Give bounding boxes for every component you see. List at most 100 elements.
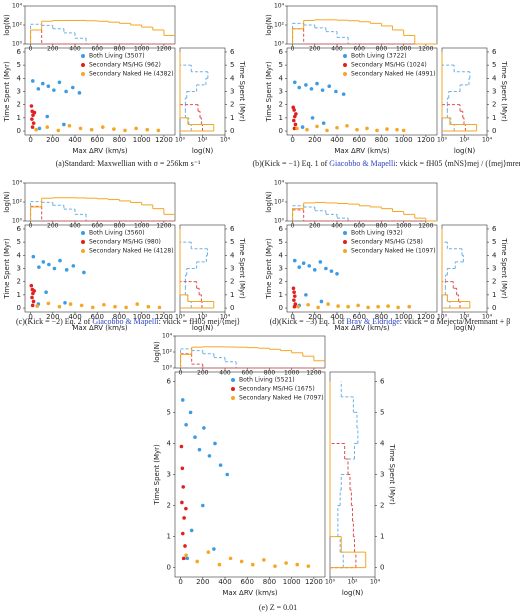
- scatter-point: [64, 268, 69, 272]
- y-tick-label: 6: [167, 377, 172, 385]
- scatter-point: [207, 454, 212, 458]
- scatter-point: [71, 264, 76, 268]
- scatter-point: [57, 80, 62, 85]
- scatter-point: [35, 304, 40, 308]
- scatter-point: [179, 444, 184, 449]
- scatter-point: [157, 305, 162, 310]
- y-axis-label: Time Spent (Myr): [3, 61, 11, 123]
- y-tick-label: 5: [17, 61, 21, 69]
- scatter-point: [225, 472, 230, 477]
- scatter-point: [356, 303, 360, 308]
- y-tick-label: 3: [167, 471, 171, 479]
- scatter-point: [189, 528, 194, 533]
- y-tick-label: 10⁰: [12, 218, 23, 225]
- x-axis-label: Max ΔRV (km/s): [334, 147, 390, 155]
- x-tick-label: 1200: [155, 313, 173, 321]
- scatter-point: [213, 441, 217, 446]
- y-tick-label: 0: [17, 304, 21, 312]
- top-x-tick-label: 1000: [396, 223, 411, 230]
- scatter-point: [250, 562, 255, 567]
- y-tick-label: 3: [380, 471, 384, 479]
- top-x-tick-label: 200: [309, 46, 321, 53]
- y-tick-label: 2: [380, 502, 384, 510]
- scatter-point: [30, 79, 35, 83]
- legend-label: Both Living (3560): [89, 230, 145, 237]
- legend-label: Secondary MS/HG (980): [89, 239, 161, 246]
- x-tick-label: 10²: [459, 137, 470, 144]
- y-tick-label: 3: [279, 265, 283, 273]
- legend-marker: [231, 378, 235, 382]
- y-tick-label: 1: [492, 291, 496, 299]
- scatter-point: [292, 108, 296, 112]
- scatter-point: [37, 126, 42, 131]
- scatter-point: [300, 125, 305, 129]
- x-tick-label: 0: [28, 136, 32, 144]
- x-tick-label: 10⁴: [370, 579, 381, 586]
- scatter-point: [319, 299, 324, 304]
- caption-part: Giacobbo & Mapelli: [329, 159, 396, 168]
- top-x-tick-label: 1200: [418, 46, 433, 53]
- caption-part: (d)(Kick = −3) Eq. 1 of: [270, 317, 347, 326]
- scatter-point: [45, 125, 50, 129]
- scatter-point: [293, 122, 298, 127]
- top-x-tick-label: 200: [47, 46, 59, 53]
- scatter-point: [325, 128, 329, 133]
- x-tick-label: 0: [290, 136, 294, 144]
- y-tick-label: 4: [167, 439, 172, 447]
- legend-label: Secondary MS/HG (1675): [239, 386, 315, 393]
- y-axis-label: Time Spent (Myr): [500, 237, 508, 299]
- top-x-tick-label: 600: [353, 46, 365, 53]
- y-tick-label: 4: [230, 74, 235, 82]
- legend-marker: [343, 240, 347, 244]
- top-x-tick-label: 400: [219, 370, 231, 377]
- y-axis-label: log(N): [153, 341, 161, 363]
- scatter-point: [123, 128, 127, 133]
- x-tick-label: 1200: [305, 578, 323, 586]
- scatter-point: [301, 261, 306, 266]
- scatter-point: [180, 398, 185, 402]
- top-x-tick-label: 400: [331, 46, 343, 53]
- legend-marker: [343, 54, 347, 58]
- scatter-point: [112, 127, 116, 131]
- scatter-point: [195, 559, 200, 564]
- x-tick-label: 200: [308, 136, 321, 144]
- scatter-point: [188, 410, 193, 415]
- y-tick-label: 1: [230, 291, 234, 299]
- top-x-tick-label: 1000: [284, 370, 299, 377]
- scatter-point: [297, 265, 302, 269]
- y-tick-label: 5: [492, 238, 496, 246]
- legend-label: Secondary MS/HG (962): [89, 62, 161, 69]
- panel: 0020020040040060060080080010001000120012…: [3, 180, 246, 333]
- scatter-point: [315, 124, 319, 129]
- x-axis-label: Max ΔRV (km/s): [72, 324, 128, 332]
- top-x-tick-label: 200: [47, 223, 59, 230]
- y-tick-label: 4: [492, 74, 497, 82]
- x-tick-label: 200: [46, 313, 59, 321]
- x-tick-label: 10⁰: [175, 137, 186, 144]
- scatter-point: [63, 300, 67, 305]
- x-axis-label: log(N): [192, 324, 214, 332]
- y-tick-label: 5: [279, 238, 283, 246]
- scatter-point: [329, 269, 334, 273]
- scatter-point: [180, 531, 185, 536]
- scatter-point: [385, 127, 389, 131]
- scatter-point: [273, 564, 277, 568]
- x-tick-label: 800: [113, 313, 126, 321]
- y-tick-label: 3: [279, 88, 283, 96]
- top-x-tick-label: 400: [69, 223, 81, 230]
- scatter-point: [395, 127, 399, 132]
- scatter-point: [321, 121, 326, 125]
- x-tick-label: 600: [91, 136, 104, 144]
- y-tick-label: 1: [492, 114, 496, 122]
- scatter-point: [401, 128, 406, 133]
- x-tick-label: 400: [68, 136, 81, 144]
- legend-label: Secondary Naked He (4128): [89, 248, 174, 255]
- scatter-point: [181, 556, 186, 561]
- x-tick-label: 600: [353, 313, 366, 321]
- scatter-point: [135, 302, 140, 306]
- scatter-point: [292, 294, 297, 298]
- x-tick-label: 10⁴: [220, 137, 231, 144]
- top-x-tick-label: 0: [29, 223, 33, 230]
- scatter-point: [124, 305, 128, 310]
- top-x-tick-label: 1200: [156, 223, 171, 230]
